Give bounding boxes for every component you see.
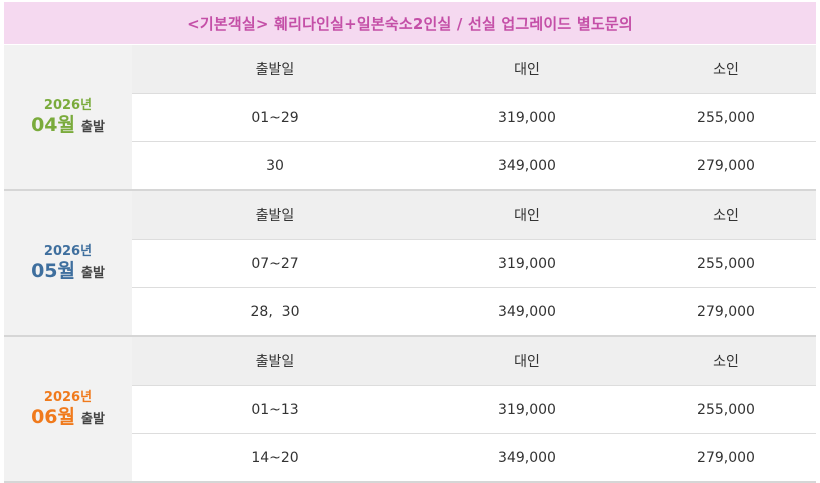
table-row: 30 349,000 279,000 — [132, 141, 816, 189]
year-label: 2026년 — [43, 243, 93, 259]
cell-date: 01~13 — [251, 401, 299, 418]
table-row: 01~13 319,000 255,000 — [132, 385, 816, 433]
column-header-row: 출발일 대인 소인 — [132, 191, 816, 239]
column-header-row: 출발일 대인 소인 — [132, 337, 816, 385]
year-label: 2026년 — [43, 389, 93, 405]
column-header-child: 소인 — [713, 62, 739, 78]
cell-adult-price: 319,000 — [498, 255, 556, 272]
cell-adult-price: 319,000 — [498, 109, 556, 126]
cell-adult-price: 349,000 — [498, 449, 556, 466]
table-title: <기본객실> 훼리다인실+일본숙소2인실 / 선실 업그레이드 별도문의 — [4, 2, 816, 44]
block-divider — [4, 189, 816, 191]
column-header-adult: 대인 — [514, 354, 540, 370]
cell-date: 30 — [266, 157, 284, 174]
cell-date: 14~20 — [251, 449, 299, 466]
year-label: 2026년 — [43, 97, 93, 113]
price-block-april: 2026년 04월 출발 출발일 대인 소인 01~29 319,000 255… — [4, 45, 816, 190]
cell-child-price: 279,000 — [697, 449, 755, 466]
block-divider — [4, 481, 816, 483]
column-header-date: 출발일 — [255, 62, 295, 78]
cell-child-price: 279,000 — [697, 157, 755, 174]
departure-label: 출발 — [81, 119, 105, 135]
month-label: 06월 — [31, 405, 75, 428]
cell-child-price: 255,000 — [697, 401, 755, 418]
column-header-date: 출발일 — [255, 354, 295, 370]
departure-month-label: 2026년 06월 출발 — [4, 337, 132, 482]
price-block-may: 2026년 05월 출발 출발일 대인 소인 07~27 319,000 255… — [4, 191, 816, 336]
cell-date: 01~29 — [251, 109, 299, 126]
column-header-child: 소인 — [713, 354, 739, 370]
cell-child-price: 255,000 — [697, 109, 755, 126]
column-header-adult: 대인 — [514, 62, 540, 78]
cell-adult-price: 319,000 — [498, 401, 556, 418]
cell-child-price: 279,000 — [697, 303, 755, 320]
cell-date: 28, 30 — [250, 303, 300, 320]
cell-date: 07~27 — [251, 255, 299, 272]
cell-child-price: 255,000 — [697, 255, 755, 272]
month-label: 05월 — [31, 259, 75, 282]
cell-adult-price: 349,000 — [498, 303, 556, 320]
departure-label: 출발 — [81, 265, 105, 281]
table-row: 28, 30 349,000 279,000 — [132, 287, 816, 335]
departure-month-label: 2026년 04월 출발 — [4, 45, 132, 190]
column-header-row: 출발일 대인 소인 — [132, 45, 816, 93]
column-header-child: 소인 — [713, 208, 739, 224]
departure-label: 출발 — [81, 411, 105, 427]
cell-adult-price: 349,000 — [498, 157, 556, 174]
table-row: 07~27 319,000 255,000 — [132, 239, 816, 287]
departure-month-label: 2026년 05월 출발 — [4, 191, 132, 336]
price-block-june: 2026년 06월 출발 출발일 대인 소인 01~13 319,000 255… — [4, 337, 816, 482]
column-header-adult: 대인 — [514, 208, 540, 224]
table-row: 01~29 319,000 255,000 — [132, 93, 816, 141]
month-label: 04월 — [31, 113, 75, 136]
block-divider — [4, 335, 816, 337]
column-header-date: 출발일 — [255, 208, 295, 224]
table-row: 14~20 349,000 279,000 — [132, 433, 816, 481]
